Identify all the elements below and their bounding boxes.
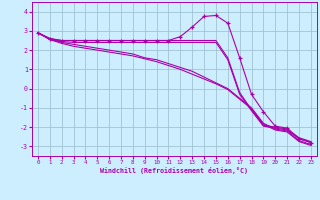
X-axis label: Windchill (Refroidissement éolien,°C): Windchill (Refroidissement éolien,°C): [100, 167, 248, 174]
